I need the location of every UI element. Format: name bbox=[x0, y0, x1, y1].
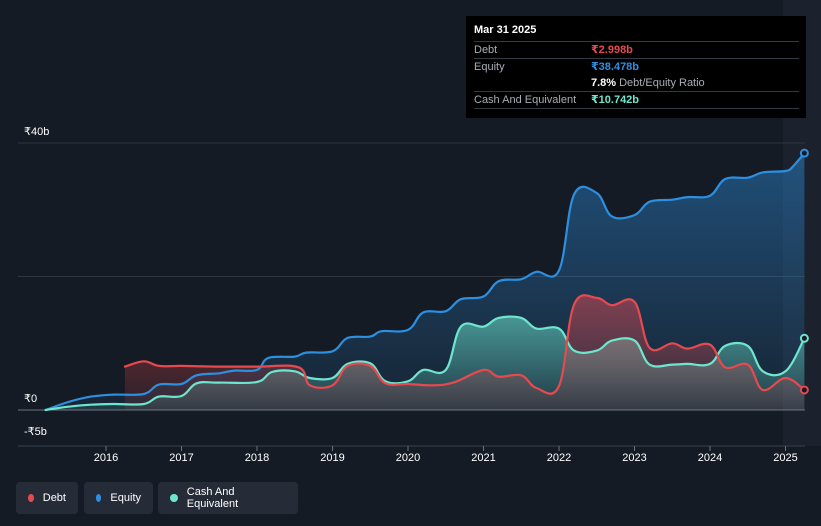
data-tooltip: Mar 31 2025 Debt ₹2.998b Equity ₹38.478b… bbox=[466, 16, 806, 118]
tooltip-cash-label: Cash And Equivalent bbox=[474, 94, 577, 106]
tooltip-ratio-value: 7.8% bbox=[591, 77, 617, 89]
cash-line bbox=[44, 315, 806, 412]
debt-dot-icon bbox=[28, 494, 34, 502]
equity-end-marker bbox=[799, 148, 809, 158]
cash-dot-icon bbox=[170, 494, 178, 502]
tooltip-equity-value: ₹38.478b bbox=[591, 61, 640, 73]
legend-equity-label: Equity bbox=[110, 492, 141, 504]
debt-area bbox=[124, 295, 805, 410]
x-tick-label: 2022 bbox=[547, 452, 571, 464]
legend-cash[interactable]: Cash And Equivalent bbox=[158, 482, 298, 514]
tooltip-date: Mar 31 2025 bbox=[474, 24, 537, 36]
series-lines bbox=[44, 152, 806, 412]
x-axis-ticks: 2016 2017 2018 2019 2020 2021 2022 2023 2024 2025 bbox=[94, 446, 798, 464]
legend-debt-label: Debt bbox=[42, 492, 66, 504]
tooltip-equity-row: Equity ₹38.478b bbox=[474, 58, 799, 75]
equity-line bbox=[44, 152, 806, 412]
tooltip-cash-value: ₹10.742b bbox=[591, 94, 640, 106]
series-areas bbox=[45, 153, 805, 410]
y-tick-label-40: ₹40b bbox=[24, 126, 50, 138]
equity-dot-icon bbox=[96, 494, 102, 502]
x-tick-label: 2024 bbox=[698, 452, 722, 464]
tooltip-ratio-label: Debt/Equity Ratio bbox=[619, 77, 705, 89]
x-tick-label: 2025 bbox=[773, 452, 797, 464]
x-tick-label: 2017 bbox=[169, 452, 193, 464]
tooltip-equity-label: Equity bbox=[474, 61, 505, 73]
tooltip-debt-value: ₹2.998b bbox=[591, 44, 633, 56]
end-markers bbox=[799, 148, 809, 395]
cash-end-marker bbox=[799, 333, 809, 343]
x-tick-label: 2023 bbox=[622, 452, 646, 464]
tooltip-debt-row: Debt ₹2.998b bbox=[474, 41, 799, 58]
tooltip-cash-row: Cash And Equivalent ₹10.742b bbox=[474, 91, 799, 109]
debt-line bbox=[123, 294, 806, 395]
tooltip-debt-label: Debt bbox=[474, 44, 498, 56]
tooltip-ratio-row: 7.8% Debt/Equity Ratio bbox=[474, 75, 799, 91]
x-tick-label: 2018 bbox=[245, 452, 269, 464]
x-tick-label: 2020 bbox=[396, 452, 420, 464]
y-tick-label-minus5: -₹5b bbox=[24, 426, 47, 438]
x-tick-label: 2019 bbox=[320, 452, 344, 464]
x-tick-label: 2021 bbox=[471, 452, 495, 464]
legend-cash-label: Cash And Equivalent bbox=[186, 486, 239, 510]
legend-debt[interactable]: Debt bbox=[16, 482, 78, 514]
legend-equity[interactable]: Equity bbox=[84, 482, 153, 514]
x-tick-label: 2016 bbox=[94, 452, 118, 464]
y-tick-label-0: ₹0 bbox=[24, 393, 38, 405]
debt-end-marker bbox=[799, 385, 809, 395]
